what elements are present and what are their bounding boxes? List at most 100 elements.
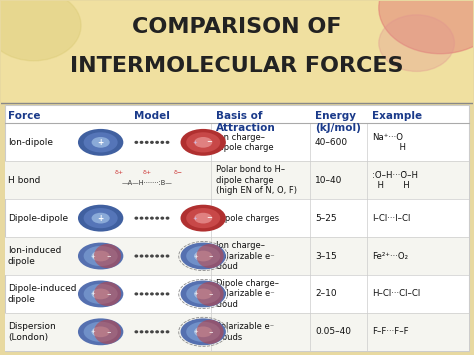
- Text: 40–600: 40–600: [315, 138, 348, 147]
- Ellipse shape: [83, 208, 118, 228]
- Text: Basis of
Attraction: Basis of Attraction: [216, 111, 275, 133]
- Text: Example: Example: [372, 111, 422, 121]
- Ellipse shape: [83, 322, 118, 342]
- Text: I–Cl···I–Cl: I–Cl···I–Cl: [372, 214, 410, 223]
- Circle shape: [161, 141, 164, 143]
- Text: Fe²⁺···O₂: Fe²⁺···O₂: [372, 252, 408, 261]
- Text: Polarizable e⁻
clouds: Polarizable e⁻ clouds: [216, 322, 274, 342]
- Ellipse shape: [91, 327, 109, 337]
- Text: H–Cl···Cl–Cl: H–Cl···Cl–Cl: [372, 289, 420, 299]
- Text: −: −: [106, 253, 111, 258]
- Circle shape: [146, 141, 148, 143]
- Circle shape: [161, 217, 164, 219]
- Circle shape: [156, 141, 158, 143]
- Ellipse shape: [196, 320, 224, 344]
- Ellipse shape: [91, 213, 109, 224]
- Text: Ion-induced
dipole: Ion-induced dipole: [8, 246, 61, 266]
- Circle shape: [146, 217, 148, 219]
- Circle shape: [140, 141, 143, 143]
- Text: δ+: δ+: [143, 170, 152, 175]
- FancyBboxPatch shape: [0, 1, 474, 103]
- Ellipse shape: [181, 129, 226, 156]
- Ellipse shape: [194, 327, 212, 337]
- Text: +: +: [98, 214, 104, 223]
- Ellipse shape: [94, 320, 121, 344]
- Text: +: +: [192, 140, 197, 145]
- FancyBboxPatch shape: [5, 105, 469, 351]
- Ellipse shape: [91, 137, 109, 148]
- Ellipse shape: [83, 284, 118, 304]
- Ellipse shape: [78, 318, 123, 345]
- Text: −: −: [209, 329, 213, 334]
- Ellipse shape: [196, 282, 224, 306]
- Ellipse shape: [181, 318, 226, 345]
- Text: Ion-dipole: Ion-dipole: [8, 138, 53, 147]
- Text: −: −: [209, 291, 213, 296]
- Circle shape: [151, 255, 153, 257]
- Ellipse shape: [194, 137, 212, 148]
- Circle shape: [146, 255, 148, 257]
- Text: Dipole charges: Dipole charges: [216, 214, 279, 223]
- Ellipse shape: [78, 242, 123, 269]
- Circle shape: [135, 141, 137, 143]
- Text: δ+: δ+: [114, 170, 123, 175]
- FancyBboxPatch shape: [5, 237, 469, 275]
- Text: −: −: [106, 329, 111, 334]
- Circle shape: [135, 217, 137, 219]
- Circle shape: [161, 255, 164, 257]
- Text: +: +: [91, 291, 95, 296]
- Ellipse shape: [186, 246, 220, 266]
- FancyBboxPatch shape: [5, 161, 469, 199]
- Text: Na⁺···O
          H: Na⁺···O H: [372, 133, 406, 152]
- Ellipse shape: [186, 284, 220, 304]
- Ellipse shape: [78, 129, 123, 156]
- Text: Polar bond to H–
dipole charge
(high EN of N, O, F): Polar bond to H– dipole charge (high EN …: [216, 165, 297, 195]
- Text: +: +: [193, 329, 198, 334]
- Text: −: −: [206, 140, 212, 145]
- Circle shape: [135, 293, 137, 295]
- Ellipse shape: [83, 132, 118, 152]
- Ellipse shape: [181, 280, 226, 307]
- Ellipse shape: [83, 246, 118, 266]
- Circle shape: [151, 293, 153, 295]
- Circle shape: [146, 331, 148, 333]
- Ellipse shape: [196, 244, 224, 268]
- Text: +: +: [98, 138, 104, 147]
- Circle shape: [166, 293, 169, 295]
- Ellipse shape: [181, 205, 226, 231]
- Ellipse shape: [78, 280, 123, 307]
- Text: Energy
(kJ/mol): Energy (kJ/mol): [315, 111, 361, 133]
- Ellipse shape: [186, 208, 220, 228]
- Text: 0.05–40: 0.05–40: [315, 327, 351, 336]
- Text: 3–15: 3–15: [315, 252, 337, 261]
- Circle shape: [166, 331, 169, 333]
- Text: 5–25: 5–25: [315, 214, 337, 223]
- Ellipse shape: [91, 251, 109, 261]
- Text: Ion charge–
polarizable e⁻
cloud: Ion charge– polarizable e⁻ cloud: [216, 241, 274, 271]
- Text: H bond: H bond: [8, 176, 40, 185]
- Text: −: −: [206, 215, 212, 221]
- Text: δ−: δ−: [173, 170, 182, 175]
- Text: −: −: [209, 253, 213, 258]
- Text: INTERMOLECULAR FORCES: INTERMOLECULAR FORCES: [70, 56, 404, 76]
- Ellipse shape: [91, 289, 109, 299]
- Text: +: +: [192, 215, 197, 221]
- Ellipse shape: [94, 282, 121, 306]
- Text: Dipole-induced
dipole: Dipole-induced dipole: [8, 284, 76, 304]
- Circle shape: [379, 15, 455, 71]
- Text: +: +: [91, 329, 95, 334]
- Text: 10–40: 10–40: [315, 176, 342, 185]
- Text: −: −: [106, 291, 111, 296]
- Circle shape: [161, 331, 164, 333]
- Circle shape: [161, 293, 164, 295]
- Text: +: +: [193, 253, 198, 258]
- Text: Dipole-dipole: Dipole-dipole: [8, 214, 68, 223]
- Circle shape: [135, 331, 137, 333]
- Circle shape: [379, 0, 474, 54]
- Text: Ion charge–
dipole charge: Ion charge– dipole charge: [216, 133, 273, 152]
- Circle shape: [140, 293, 143, 295]
- Circle shape: [0, 0, 81, 61]
- Ellipse shape: [94, 244, 121, 268]
- Circle shape: [156, 255, 158, 257]
- Ellipse shape: [186, 132, 220, 152]
